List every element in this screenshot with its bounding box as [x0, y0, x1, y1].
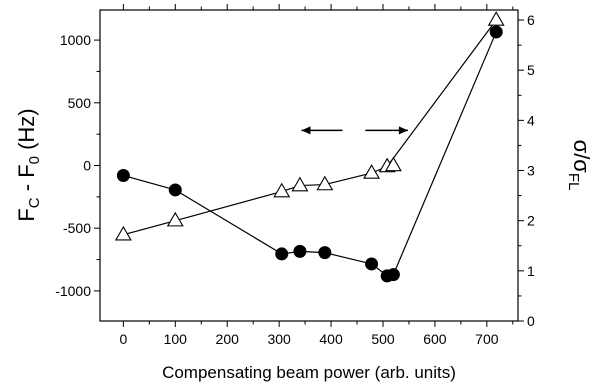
- circle-point: [293, 244, 307, 258]
- triangle-series-line: [324, 172, 372, 186]
- right-y-tick-label: 1: [527, 263, 535, 279]
- triangle-point: [273, 182, 291, 198]
- left-y-tick-label: 500: [68, 95, 92, 111]
- triangle-series-line: [175, 191, 282, 222]
- x-tick-label: 400: [319, 331, 343, 347]
- left-axis-arrow-head: [301, 126, 311, 135]
- triangle-point: [114, 225, 132, 241]
- left-y-tick-label: -1000: [55, 283, 91, 299]
- circle-point: [365, 257, 379, 271]
- x-tick-label: 200: [216, 331, 240, 347]
- circle-point: [168, 183, 182, 197]
- x-axis-title: Compensating beam power (arb. units): [162, 363, 456, 382]
- triangle-point: [166, 211, 184, 227]
- triangle-point: [487, 11, 505, 26]
- left-axis-title: FC - F0 (Hz): [14, 108, 43, 221]
- circle-series-line: [174, 189, 283, 255]
- circle-series-line: [324, 252, 372, 265]
- circle-point: [489, 25, 503, 39]
- right-y-tick-label: 6: [527, 12, 535, 28]
- right-y-tick-label: 5: [527, 62, 535, 78]
- circle-point: [116, 169, 130, 183]
- circle-point: [318, 246, 332, 260]
- triangle-series-line: [123, 220, 176, 236]
- right-y-tick-label: 3: [527, 163, 535, 179]
- circle-point: [386, 268, 400, 282]
- right-y-tick-label: 2: [527, 213, 535, 229]
- x-tick-label: 700: [475, 331, 499, 347]
- right-y-tick-label: 0: [527, 313, 535, 329]
- plot-frame: [99, 9, 519, 322]
- circle-series-line: [123, 174, 176, 191]
- x-tick-label: 0: [119, 331, 127, 347]
- left-y-tick-label: -500: [63, 220, 91, 236]
- left-y-tick-label: 0: [83, 158, 91, 174]
- right-axis-arrow-head: [398, 126, 408, 135]
- triangle-point: [316, 175, 334, 191]
- x-tick-label: 100: [164, 331, 188, 347]
- circle-series-line: [392, 31, 497, 275]
- circle-point: [275, 247, 289, 261]
- right-y-tick-label: 4: [527, 112, 535, 128]
- triangle-point: [291, 176, 309, 192]
- triangle-series-line: [386, 19, 497, 167]
- x-tick-label: 600: [423, 331, 447, 347]
- triangle-point: [384, 156, 402, 172]
- triangle-point: [363, 164, 381, 179]
- left-y-tick-label: 1000: [60, 32, 91, 48]
- x-tick-label: 500: [371, 331, 395, 347]
- right-axis-title: σ/σFL: [565, 140, 594, 191]
- x-tick-label: 300: [267, 331, 291, 347]
